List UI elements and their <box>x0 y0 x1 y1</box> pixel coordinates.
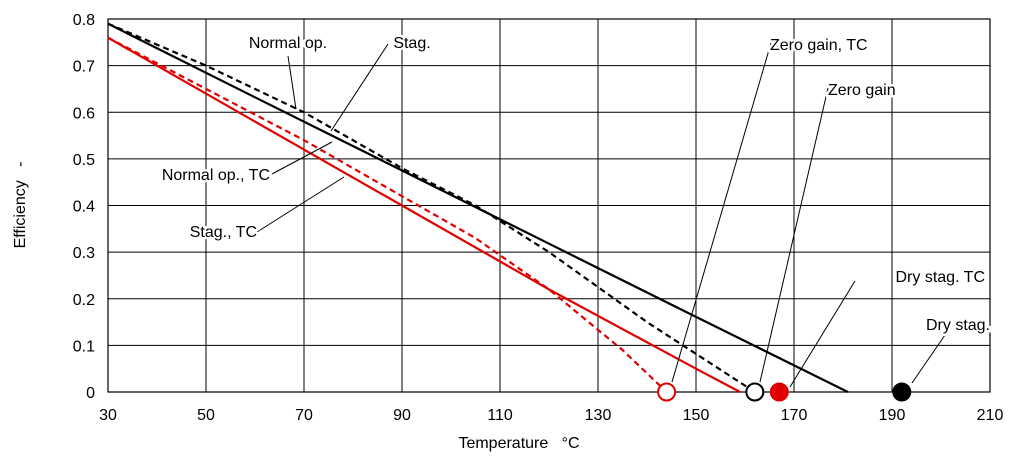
y-tick-label: 0.3 <box>73 245 95 262</box>
x-tick-label: 210 <box>977 407 1004 424</box>
annotation-zero-gain-tc: Zero gain, TC <box>770 37 868 54</box>
y-tick-label: 0.8 <box>73 12 95 29</box>
y-tick-label: 0.6 <box>73 105 95 122</box>
marker-zero-gain-tc <box>657 382 677 402</box>
annotation-normal-op-tc: Normal op., TC <box>162 167 270 184</box>
annotations: Normal op. Stag. Normal op., TC Stag., TC Ze… <box>159 33 993 388</box>
x-tick-label: 50 <box>197 407 215 424</box>
x-tick-label: 170 <box>781 407 808 424</box>
x-axis-label: Temperature °C <box>458 435 579 452</box>
annotation-stag: Stag. <box>393 35 430 52</box>
leader-line-normal-op-tc <box>271 141 333 175</box>
marker-points <box>657 382 912 402</box>
annotation-normal-op: Normal op. <box>249 35 327 52</box>
leader-line-normal-op <box>287 55 297 110</box>
x-tick-label: 110 <box>487 407 513 424</box>
leader-line-dry-stag <box>911 334 946 384</box>
leader-line-zero-gain <box>759 87 829 383</box>
y-tick-label: 0.1 <box>73 338 95 355</box>
series-line-normal-op <box>107 22 849 393</box>
annotation-dry-stag: Dry stag. <box>926 317 990 334</box>
x-tick-label: 190 <box>879 407 906 424</box>
leader-line-stag-tc <box>256 176 345 233</box>
x-tick-label: 70 <box>295 407 313 424</box>
tick-labels: 30 50 70 90 110 130 150 170 190 210 0 0.1 0.2 0.3 0.4 0… <box>73 12 1004 424</box>
grid <box>107 18 991 393</box>
series-line-stag-tc <box>107 36 668 393</box>
annotation-stag-tc: Stag., TC <box>190 224 257 241</box>
x-tick-label: 90 <box>393 407 411 424</box>
leader-line-stag <box>330 43 389 132</box>
annotation-dry-stag-tc: Dry stag. TC <box>896 269 986 286</box>
x-tick-label: 130 <box>585 407 612 424</box>
y-tick-label: 0.4 <box>73 199 95 216</box>
y-tick-label: 0.2 <box>73 292 95 309</box>
x-tick-label: 30 <box>99 407 117 424</box>
y-tick-label: 0 <box>86 385 95 402</box>
marker-zero-gain <box>745 382 765 402</box>
annotation-zero-gain: Zero gain <box>828 82 896 99</box>
leader-line-zero-gain-tc <box>671 42 772 383</box>
series-line-stag <box>107 22 756 393</box>
y-tick-label: 0.7 <box>73 59 95 76</box>
series-line-normal-op-tc <box>107 36 741 393</box>
x-tick-label: 150 <box>683 407 710 424</box>
series-lines <box>107 22 849 393</box>
marker-dry-stag-tc <box>769 382 789 402</box>
marker-dry-stag <box>892 382 912 402</box>
plot-frame <box>107 18 991 393</box>
y-axis-label: Efficiency - <box>12 162 29 249</box>
y-tick-label: 0.5 <box>73 152 95 169</box>
leader-line-dry-stag-tc <box>789 280 856 388</box>
